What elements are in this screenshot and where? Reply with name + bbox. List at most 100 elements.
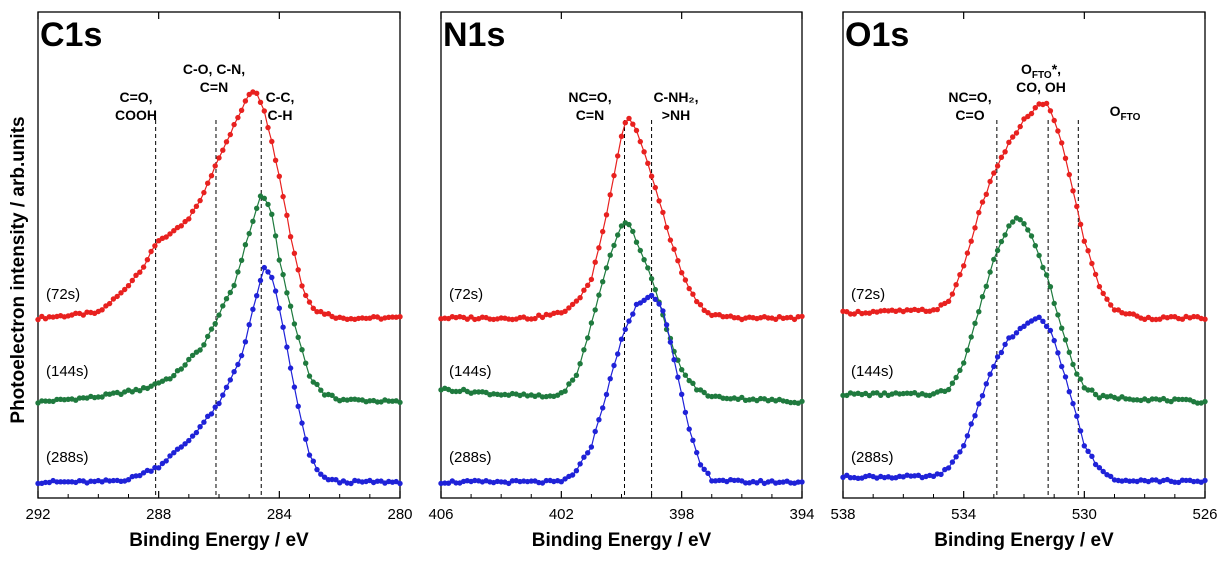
data-point [1066,389,1073,395]
data-point [129,277,135,284]
data-point [167,376,173,382]
data-point [1104,296,1110,302]
data-point [976,401,982,407]
data-point [1077,376,1084,382]
plot-frame [440,11,803,499]
data-point [1108,473,1114,480]
data-point [167,453,173,459]
data-point [652,286,658,293]
data-point [272,157,279,163]
data-point [227,289,233,296]
data-point [987,178,993,185]
x-tick-label: 530 [1072,506,1097,523]
data-point [254,205,260,211]
data-point [295,403,301,409]
data-point [788,399,794,406]
peak-annotation: NC=O, [568,89,611,105]
data-point [712,312,719,318]
data-point [314,309,320,315]
data-point [626,221,632,228]
data-point [61,479,68,485]
data-point [957,367,963,373]
data-point [675,258,681,264]
data-point [566,305,572,311]
data-point [799,398,805,405]
data-point [118,290,124,296]
data-point [186,216,192,222]
data-point [1002,341,1008,348]
data-point [453,388,459,395]
data-point [641,149,647,155]
series-line-72s [842,102,1206,321]
data-point [306,299,313,305]
data-point [573,372,580,378]
data-point [1108,302,1114,308]
data-point [35,480,41,487]
data-point [847,311,854,317]
x-tick-label: 292 [25,506,50,523]
data-point [171,228,177,234]
data-point [110,477,117,484]
data-point [367,398,373,404]
data-point [276,305,282,311]
series-line-144s [37,195,401,404]
data-point [1089,260,1095,267]
data-point [949,459,956,465]
data-point [295,267,301,273]
data-point [1149,316,1155,323]
data-point [1025,113,1031,120]
peak-annotation: C=N [576,107,604,123]
data-point [291,384,298,390]
series-line-144s [440,222,803,404]
data-point [1010,134,1016,140]
data-point [148,468,154,474]
data-point [163,376,169,382]
data-point [592,307,598,313]
data-point [80,312,87,318]
data-point [178,366,184,372]
data-point [1096,283,1103,290]
data-point [705,470,711,476]
data-point [1040,318,1046,324]
data-point [261,108,267,114]
data-point [1021,323,1027,329]
data-point [795,479,801,485]
data-point [757,477,764,484]
data-point [1085,448,1091,454]
data-point [1070,361,1076,368]
data-point [648,276,655,282]
data-point [238,257,245,263]
data-point [799,313,805,320]
data-point [603,212,610,218]
data-point [615,153,621,159]
data-point [1036,314,1042,320]
data-point [998,238,1005,245]
data-point [1070,188,1076,194]
data-point [95,394,102,400]
data-point [742,480,749,486]
data-point [186,437,192,444]
data-point [303,292,309,299]
data-point [287,365,294,371]
data-point [1062,374,1069,380]
data-point [314,466,320,473]
data-point [991,256,997,263]
data-point [1002,149,1008,155]
data-point [1096,465,1103,471]
data-point [983,283,989,289]
data-point [987,269,993,275]
data-point [701,389,707,396]
data-point [694,449,700,456]
panel-n1s: N1s 406 402 398 394 Binding Energy / eV NC=O, C… [428,11,815,551]
data-point [284,212,290,218]
data-point [588,320,595,326]
data-point [615,232,621,238]
data-point [690,380,696,386]
data-point [208,173,215,179]
data-point [208,411,215,417]
data-point [694,298,700,305]
data-point [1081,238,1088,244]
data-point [667,339,674,345]
data-point [945,386,952,393]
